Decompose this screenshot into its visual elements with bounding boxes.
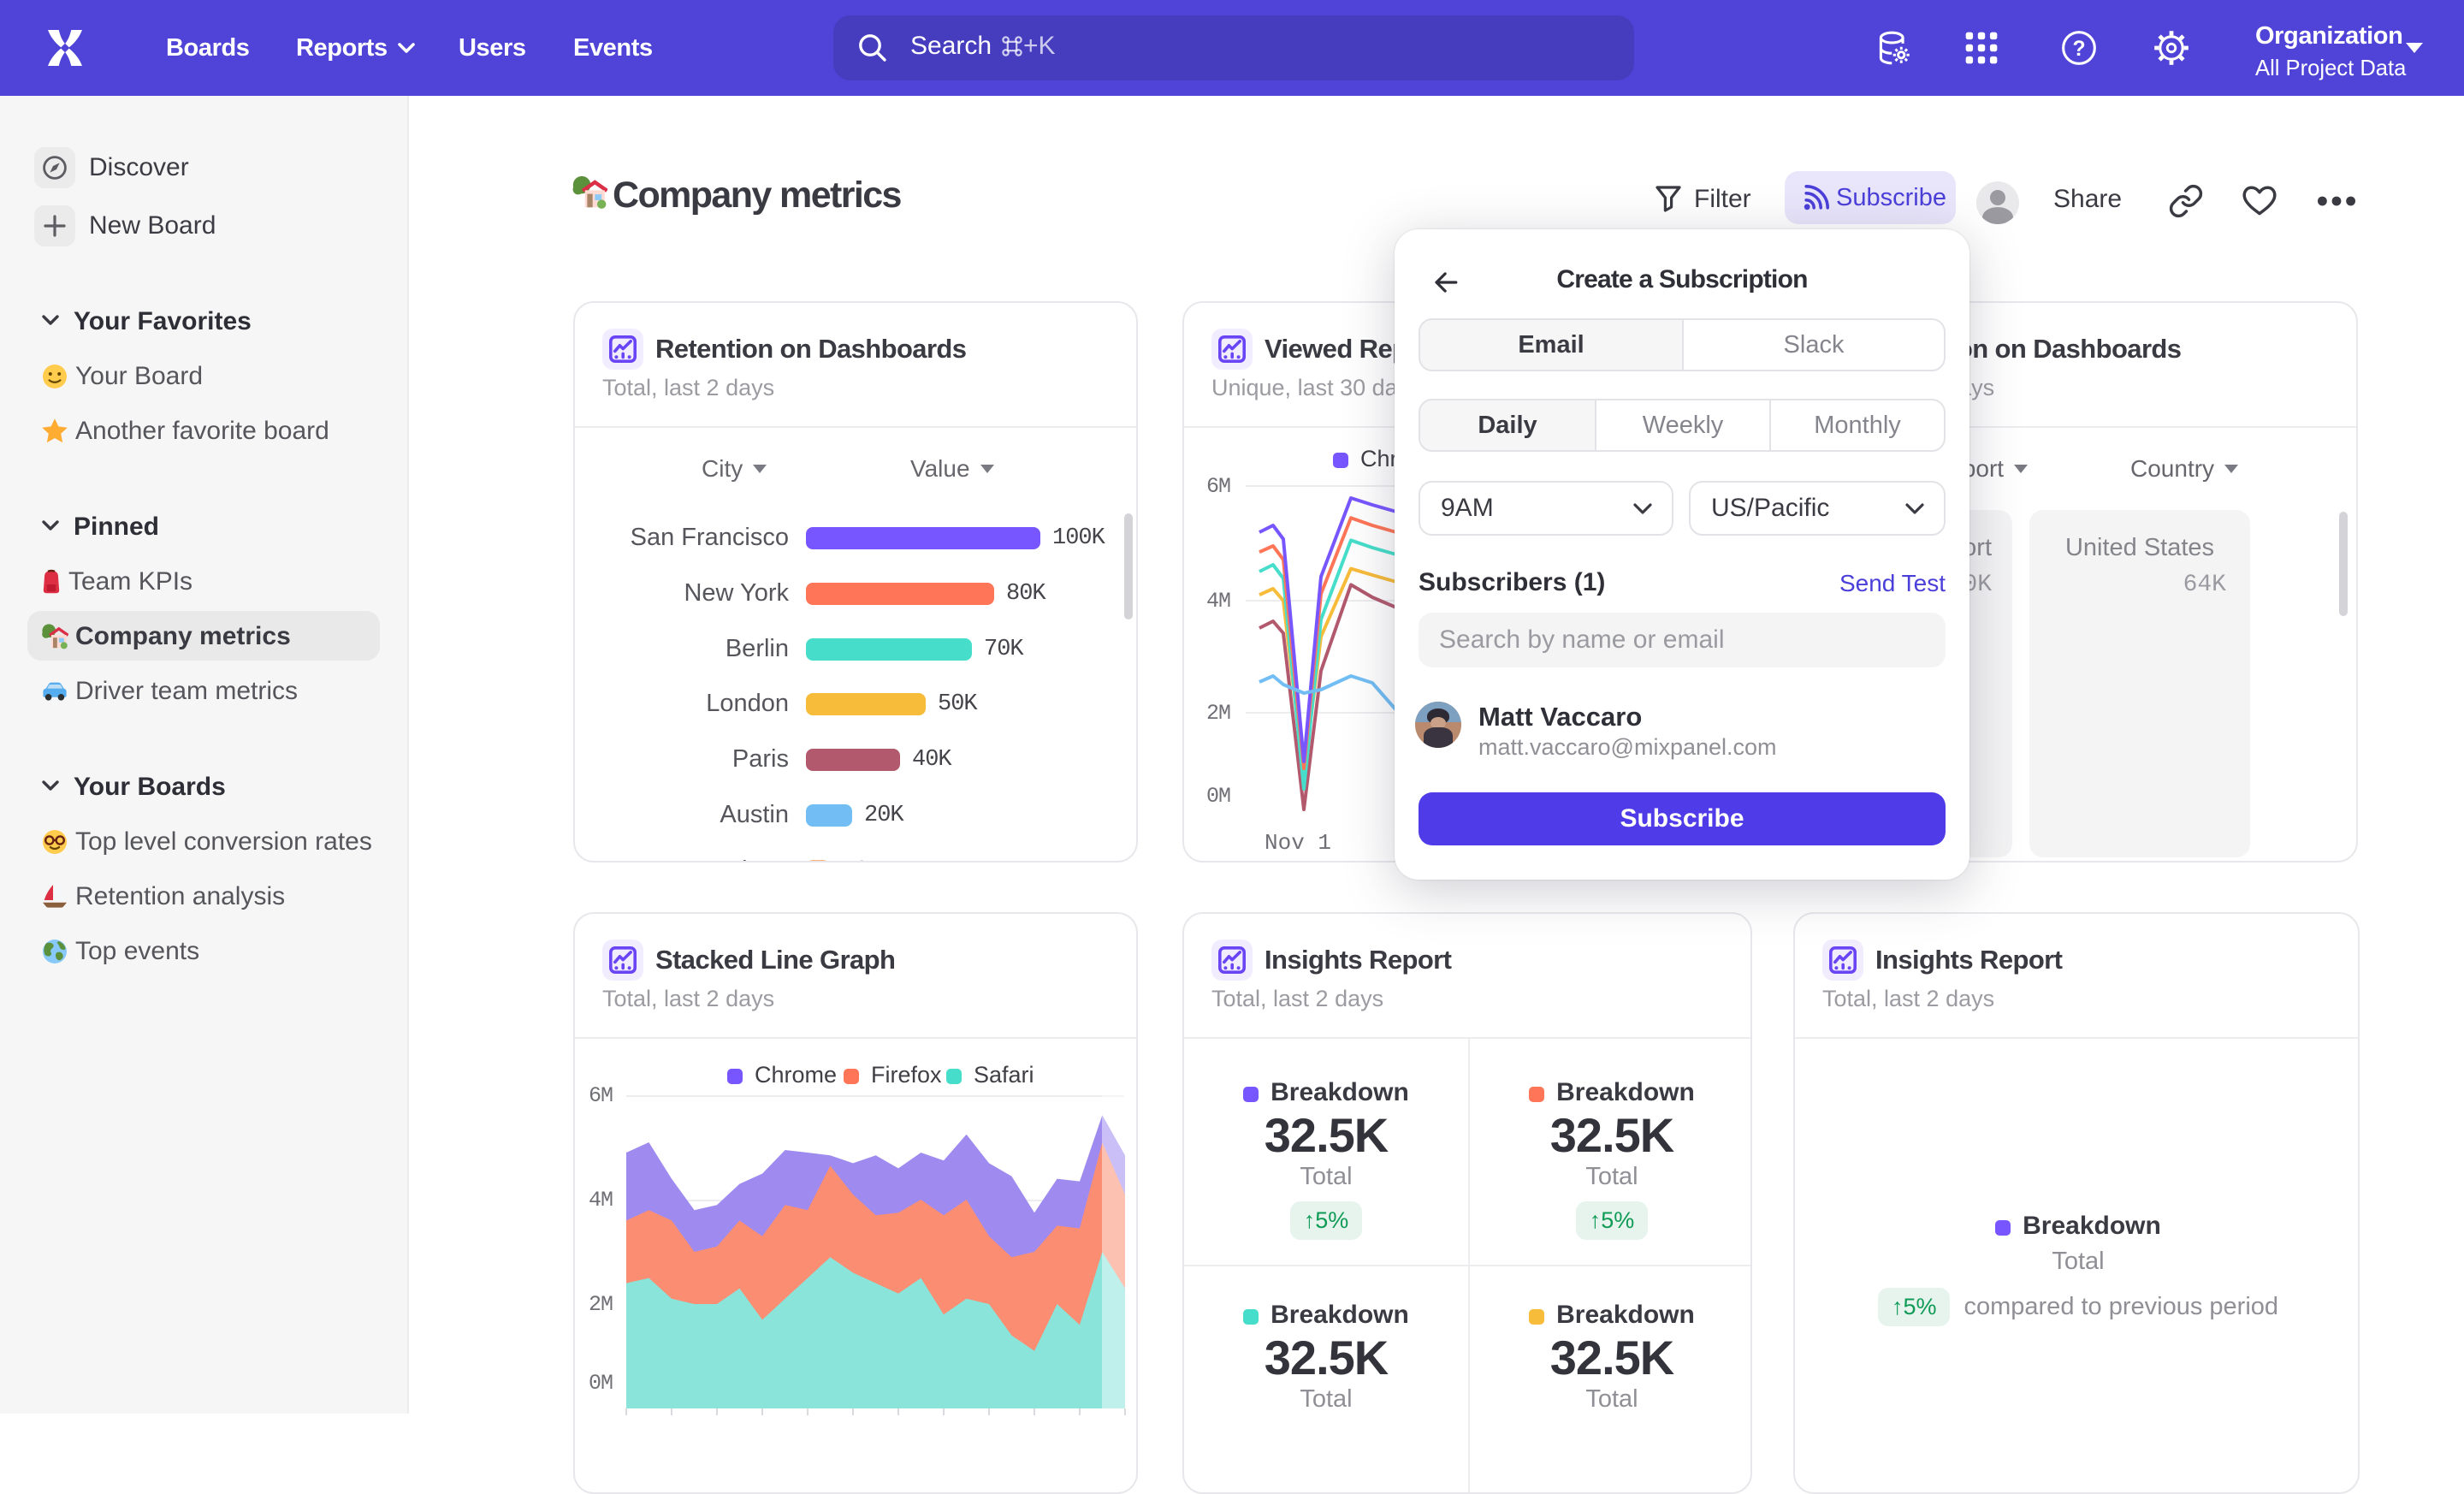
svg-text:?: ? [2072, 38, 2085, 61]
